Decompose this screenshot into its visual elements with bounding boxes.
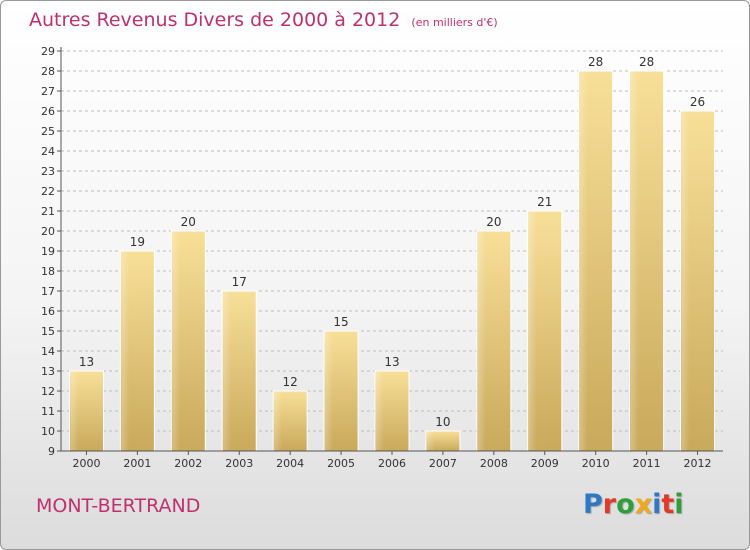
data-label-2008: 20 [486,215,501,229]
y-tick-label: 15 [41,325,55,338]
chart-title: Autres Revenus Divers de 2000 à 2012 (en… [29,9,498,31]
x-tick-label-2006: 2006 [378,457,406,470]
y-tick-label: 19 [41,245,55,258]
x-tick-label-2011: 2011 [633,457,661,470]
y-tick-label: 21 [41,205,55,218]
x-tick-label-2010: 2010 [582,457,610,470]
y-tick-label: 24 [41,145,55,158]
data-label-2006: 13 [384,355,399,369]
y-tick-label: 16 [41,305,55,318]
x-tick-label-2004: 2004 [276,457,304,470]
y-tick-label: 27 [41,85,55,98]
bar-highlight [579,72,588,450]
y-tick-label: 12 [41,385,55,398]
logo-letter: o [616,489,635,520]
data-label-2007: 10 [435,415,450,429]
x-axis: 2000 2001 2002 2003 2004 2005 2006 2007 2008 2009… [61,450,723,470]
y-tick-label: 20 [41,225,55,238]
data-label-2009: 21 [537,195,552,209]
y-tick-label: 14 [41,345,55,358]
x-tick-label-2001: 2001 [123,457,151,470]
logo-letter: t [661,489,675,520]
y-tick-label: 18 [41,265,55,278]
y-tick-label: 9 [48,445,55,458]
y-tick-label: 28 [41,65,55,78]
x-tick-label-2012: 2012 [684,457,712,470]
bar-highlight [223,292,232,450]
y-tick-label: 10 [41,425,55,438]
logo-letter: x [634,489,653,520]
x-tick-label-2003: 2003 [225,457,253,470]
bar-highlight [528,212,537,450]
x-tick-label-2000: 2000 [72,457,100,470]
x-tick-label-2007: 2007 [429,457,457,470]
y-tick-label: 23 [41,165,55,178]
bar-highlight [121,252,130,450]
data-label-2002: 20 [181,215,196,229]
logo-letter: i [652,489,662,520]
y-tick-label: 13 [41,365,55,378]
bars: 13 19 20 17 12 15 13 10 20 21 28 28 26 [68,55,716,452]
data-label-2003: 17 [232,275,247,289]
bar-highlight [681,112,690,450]
data-label-2011: 28 [639,55,654,69]
bar-highlight [376,372,384,450]
x-tick-label-2005: 2005 [327,457,355,470]
bar-highlight [274,392,283,450]
data-label-2004: 12 [283,375,298,389]
logo-letter: i [674,489,684,520]
data-label-2001: 19 [130,235,145,249]
x-tick-label-2008: 2008 [480,457,508,470]
y-tick-label: 11 [41,405,55,418]
y-tick-label: 26 [41,105,55,118]
location-name: MONT-BERTRAND [36,495,201,517]
y-tick-label: 29 [41,45,55,58]
bar-highlight [630,72,639,450]
bar-highlight [172,232,181,450]
y-tick-label: 22 [41,185,55,198]
bar-highlight [477,232,486,450]
y-axis: 9 10 11 12 13 14 15 16 17 18 19 20 21 22 23 24 25 26 27 28 2… [41,45,62,458]
x-tick-label-2002: 2002 [174,457,202,470]
y-tick-label: 25 [41,125,55,138]
bar-highlight [426,432,435,450]
x-tick-label-2009: 2009 [531,457,559,470]
bar-highlight [70,372,79,450]
data-label-2000: 13 [79,355,94,369]
data-label-2005: 15 [333,315,348,329]
bar-highlight [325,332,334,450]
chart-title-text: Autres Revenus Divers de 2000 à 2012 [29,9,401,31]
data-label-2012: 26 [690,95,705,109]
logo-letter: r [602,489,617,520]
data-label-2010: 28 [588,55,603,69]
y-tick-label: 17 [41,285,55,298]
proxiti-logo[interactable]: Proxiti [583,489,684,520]
chart-unit: (en milliers d'€) [411,16,498,29]
logo-letter: P [583,489,603,520]
